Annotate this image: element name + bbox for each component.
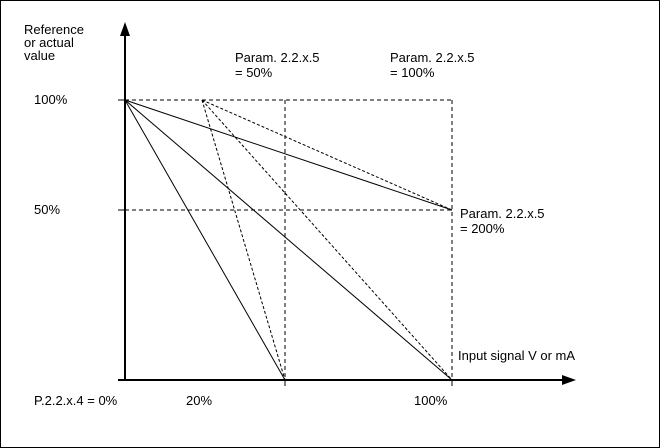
y-axis-arrow bbox=[120, 22, 130, 36]
x-tick-label-0: P.2.2.x.4 = 0% bbox=[34, 393, 118, 408]
x-axis-arrow bbox=[562, 375, 576, 385]
param-200-label-line1: Param. 2.2.x.5 bbox=[460, 206, 545, 221]
curve-dashed-200 bbox=[201, 99, 453, 211]
guide-lines bbox=[125, 99, 453, 380]
x-axis-label: Input signal V or mA bbox=[458, 348, 575, 363]
y-axis-label-line1: Reference bbox=[24, 22, 84, 37]
y-tick-label-50: 50% bbox=[34, 202, 60, 217]
param-100-label-line2: = 100% bbox=[390, 65, 435, 80]
curve-dashed-50 bbox=[201, 99, 286, 381]
param-200-label-line2: = 200% bbox=[460, 221, 505, 236]
x-tick-label-100: 100% bbox=[414, 393, 448, 408]
curve-dashed-100 bbox=[201, 99, 453, 381]
param-50-label-line1: Param. 2.2.x.5 bbox=[235, 50, 320, 65]
curve-solid-50 bbox=[124, 99, 286, 381]
solid-curves bbox=[124, 99, 453, 381]
curve-solid-100 bbox=[124, 99, 453, 381]
dashed-curves bbox=[201, 99, 453, 381]
param-100-label-line1: Param. 2.2.x.5 bbox=[390, 50, 475, 65]
param-50-label-line2: = 50% bbox=[235, 65, 273, 80]
y-axis-label-line3: value bbox=[24, 48, 55, 63]
y-tick-label-100: 100% bbox=[34, 92, 68, 107]
curve-solid-200 bbox=[124, 99, 453, 211]
y-axis-label-line2: or actual bbox=[24, 35, 74, 50]
x-tick-label-20: 20% bbox=[186, 393, 212, 408]
